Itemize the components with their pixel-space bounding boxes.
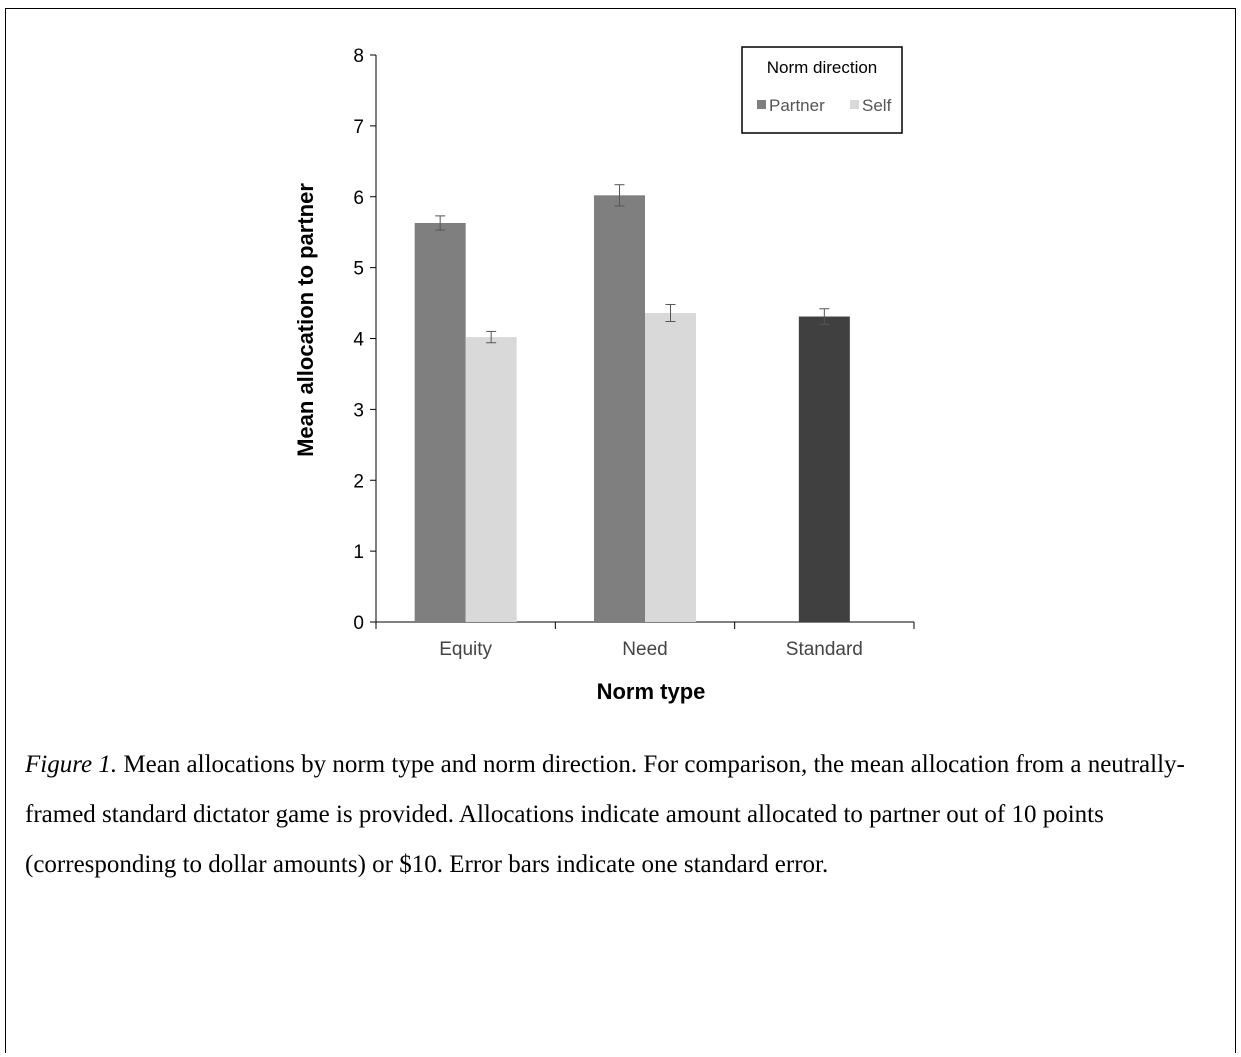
bar <box>465 337 517 622</box>
legend: Norm direction Partner Self <box>741 46 903 134</box>
y-axis-title: Mean allocation to partner <box>293 183 318 457</box>
y-tick-label: 4 <box>353 330 364 351</box>
x-tick-label: Standard <box>786 639 863 660</box>
y-tick-label: 5 <box>353 259 364 280</box>
bar <box>798 316 850 622</box>
caption-label: Figure 1. <box>25 751 118 778</box>
legend-swatch-partner <box>757 100 766 109</box>
figure-frame <box>5 8 1236 1053</box>
x-axis-title: Norm type <box>597 679 706 704</box>
y-tick-label: 6 <box>353 188 364 209</box>
plot-area: 0 1 2 3 4 5 6 7 8 Equity Need Standard <box>353 46 915 660</box>
legend-box <box>741 46 903 134</box>
bar-chart: 0 1 2 3 4 5 6 7 8 Equity Need Standard Norm type Me… <box>293 46 915 704</box>
bar <box>414 222 466 622</box>
y-tick-label: 7 <box>353 117 364 138</box>
figure-caption: Figure 1. Mean allocations by norm type … <box>25 740 1215 890</box>
y-tick-label: 1 <box>353 542 364 563</box>
y-tick-label: 2 <box>353 471 364 492</box>
x-tick-label: Equity <box>439 639 492 660</box>
y-tick-label: 8 <box>353 46 364 67</box>
y-tick-label: 0 <box>353 613 364 634</box>
y-tick-label: 3 <box>353 400 364 421</box>
legend-label-self: Self <box>862 96 892 115</box>
legend-swatch-self <box>850 100 859 109</box>
legend-title: Norm direction <box>767 58 878 77</box>
legend-label-partner: Partner <box>769 96 825 115</box>
bar <box>645 312 696 622</box>
caption-text: Mean allocations by norm type and norm d… <box>25 751 1185 878</box>
x-tick-label: Need <box>622 639 667 660</box>
bar <box>594 195 645 622</box>
